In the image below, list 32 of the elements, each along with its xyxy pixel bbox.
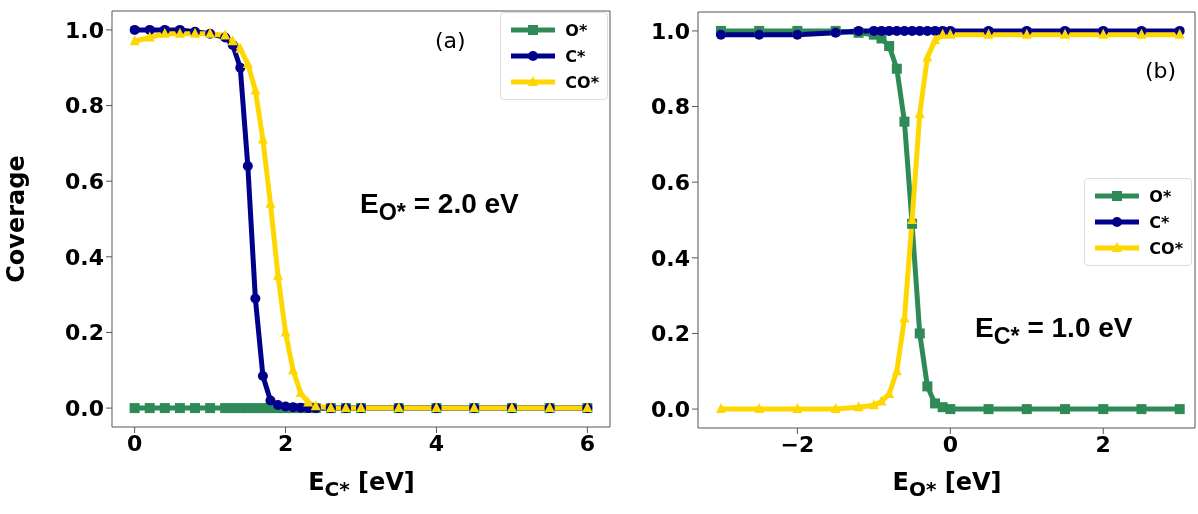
x-tick-label: 6: [579, 430, 596, 456]
annotation: (a): [435, 28, 466, 53]
legend-label: O*: [1149, 186, 1172, 206]
x-tick-label: 2: [1095, 431, 1111, 457]
annotation: (b): [1145, 58, 1177, 83]
y-axis-title: Coverage: [2, 154, 30, 283]
y-tick-label: 1.0: [651, 18, 690, 44]
x-tick-label: 0: [942, 431, 958, 457]
y-tick-label: 0.8: [651, 94, 690, 120]
legend-label: O*: [565, 20, 588, 40]
x-tick-label: −2: [780, 431, 815, 457]
y-tick-label: 1.0: [65, 17, 104, 43]
y-tick-label: 0.2: [651, 321, 690, 347]
x-tick-label: 4: [428, 430, 445, 456]
annotation: E$_{O*}$ = 2.0 eV: [360, 188, 519, 226]
legend-label: CO*: [565, 72, 599, 92]
legend-label: C*: [565, 46, 586, 66]
y-tick-label: 0.6: [651, 169, 690, 195]
annotation: E$_{C*}$ = 1.0 eV: [975, 312, 1133, 350]
x-axis-title: E$_{C*}$ [eV]: [307, 468, 416, 501]
x-tick-label: 2: [277, 430, 294, 456]
x-axis-title: E$_{O*}$ [eV]: [891, 468, 1003, 501]
y-tick-label: 0.4: [651, 245, 690, 271]
y-tick-label: 0.2: [65, 320, 104, 346]
legend-label: CO*: [1149, 238, 1183, 258]
y-tick-label: 0.0: [651, 396, 690, 422]
y-tick-label: 0.8: [65, 93, 104, 119]
y-tick-label: 0.6: [65, 168, 104, 194]
y-tick-label: 0.4: [65, 244, 104, 270]
x-tick-label: 0: [126, 430, 143, 456]
legend-label: C*: [1149, 212, 1170, 232]
y-tick-label: 0.0: [65, 395, 104, 421]
